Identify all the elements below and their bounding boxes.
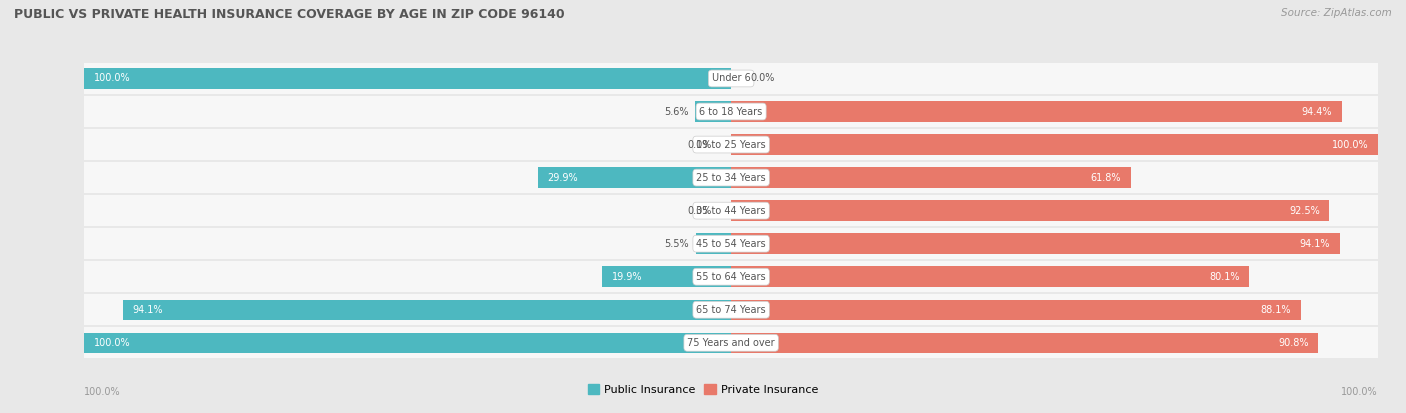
Bar: [84, 96, 1378, 127]
Text: 100.0%: 100.0%: [94, 338, 131, 348]
Text: 35 to 44 Years: 35 to 44 Years: [696, 206, 766, 216]
Text: 94.1%: 94.1%: [1299, 239, 1330, 249]
Bar: [84, 63, 1378, 94]
Text: 100.0%: 100.0%: [94, 74, 131, 83]
Bar: [84, 294, 1378, 325]
Bar: [84, 327, 1378, 358]
Text: 19 to 25 Years: 19 to 25 Years: [696, 140, 766, 150]
Bar: [731, 299, 1301, 320]
Legend: Public Insurance, Private Insurance: Public Insurance, Private Insurance: [583, 380, 823, 399]
Bar: [731, 266, 1249, 287]
Text: 88.1%: 88.1%: [1261, 305, 1291, 315]
Bar: [84, 68, 731, 89]
Bar: [696, 233, 731, 254]
Bar: [84, 261, 1378, 292]
Text: 29.9%: 29.9%: [547, 173, 578, 183]
Text: 100.0%: 100.0%: [1341, 387, 1378, 397]
Bar: [84, 162, 1378, 193]
Bar: [731, 332, 1319, 353]
Bar: [731, 101, 1341, 122]
Text: 61.8%: 61.8%: [1091, 173, 1121, 183]
Text: 75 Years and over: 75 Years and over: [688, 338, 775, 348]
Text: 92.5%: 92.5%: [1289, 206, 1320, 216]
Text: 45 to 54 Years: 45 to 54 Years: [696, 239, 766, 249]
Text: 0.0%: 0.0%: [688, 206, 711, 216]
Bar: [84, 129, 1378, 160]
Text: 94.4%: 94.4%: [1302, 107, 1331, 116]
Text: Source: ZipAtlas.com: Source: ZipAtlas.com: [1281, 8, 1392, 18]
Bar: [602, 266, 731, 287]
Bar: [695, 101, 731, 122]
Text: 5.6%: 5.6%: [664, 107, 689, 116]
Bar: [731, 200, 1330, 221]
Text: 80.1%: 80.1%: [1209, 272, 1240, 282]
Bar: [537, 167, 731, 188]
Text: Under 6: Under 6: [711, 74, 751, 83]
Text: 90.8%: 90.8%: [1278, 338, 1309, 348]
Text: 6 to 18 Years: 6 to 18 Years: [700, 107, 762, 116]
Text: PUBLIC VS PRIVATE HEALTH INSURANCE COVERAGE BY AGE IN ZIP CODE 96140: PUBLIC VS PRIVATE HEALTH INSURANCE COVER…: [14, 8, 565, 21]
Text: 65 to 74 Years: 65 to 74 Years: [696, 305, 766, 315]
Bar: [731, 167, 1130, 188]
Text: 94.1%: 94.1%: [132, 305, 163, 315]
Bar: [84, 195, 1378, 226]
Bar: [731, 134, 1378, 155]
Text: 0.0%: 0.0%: [688, 140, 711, 150]
Text: 25 to 34 Years: 25 to 34 Years: [696, 173, 766, 183]
Text: 19.9%: 19.9%: [612, 272, 643, 282]
Text: 100.0%: 100.0%: [84, 387, 121, 397]
Text: 55 to 64 Years: 55 to 64 Years: [696, 272, 766, 282]
Text: 100.0%: 100.0%: [1331, 140, 1368, 150]
Bar: [122, 299, 731, 320]
Text: 5.5%: 5.5%: [665, 239, 689, 249]
Bar: [84, 228, 1378, 259]
Text: 0.0%: 0.0%: [751, 74, 775, 83]
Bar: [731, 233, 1340, 254]
Bar: [84, 332, 731, 353]
